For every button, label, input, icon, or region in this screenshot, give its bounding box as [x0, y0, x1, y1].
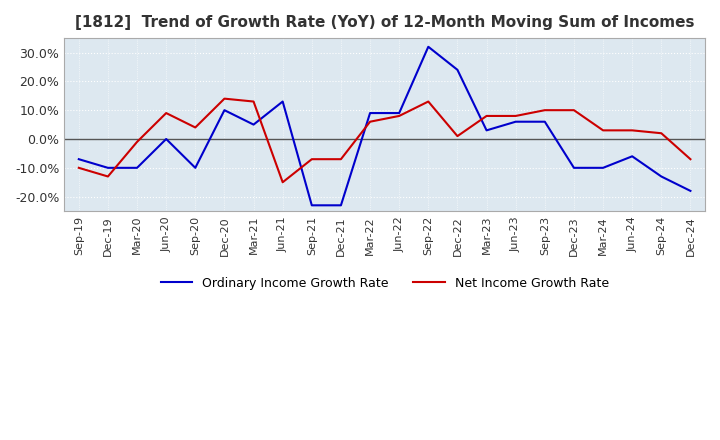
Ordinary Income Growth Rate: [337, 203, 346, 208]
Net Income Growth Rate: [191, 125, 199, 130]
Ordinary Income Growth Rate: [628, 154, 636, 159]
Net Income Growth Rate: [453, 133, 462, 139]
Net Income Growth Rate: [74, 165, 83, 170]
Ordinary Income Growth Rate: [191, 165, 199, 170]
Ordinary Income Growth Rate: [599, 165, 608, 170]
Net Income Growth Rate: [657, 131, 665, 136]
Line: Net Income Growth Rate: Net Income Growth Rate: [78, 99, 690, 182]
Net Income Growth Rate: [132, 139, 141, 144]
Ordinary Income Growth Rate: [541, 119, 549, 125]
Net Income Growth Rate: [366, 119, 374, 125]
Ordinary Income Growth Rate: [279, 99, 287, 104]
Ordinary Income Growth Rate: [104, 165, 112, 170]
Net Income Growth Rate: [279, 180, 287, 185]
Net Income Growth Rate: [162, 110, 171, 116]
Ordinary Income Growth Rate: [570, 165, 578, 170]
Ordinary Income Growth Rate: [395, 110, 403, 116]
Net Income Growth Rate: [570, 107, 578, 113]
Net Income Growth Rate: [599, 128, 608, 133]
Ordinary Income Growth Rate: [686, 188, 695, 194]
Net Income Growth Rate: [395, 114, 403, 119]
Legend: Ordinary Income Growth Rate, Net Income Growth Rate: Ordinary Income Growth Rate, Net Income …: [156, 272, 613, 295]
Ordinary Income Growth Rate: [511, 119, 520, 125]
Ordinary Income Growth Rate: [132, 165, 141, 170]
Title: [1812]  Trend of Growth Rate (YoY) of 12-Month Moving Sum of Incomes: [1812] Trend of Growth Rate (YoY) of 12-…: [75, 15, 694, 30]
Ordinary Income Growth Rate: [162, 136, 171, 142]
Net Income Growth Rate: [424, 99, 433, 104]
Net Income Growth Rate: [686, 157, 695, 162]
Net Income Growth Rate: [482, 114, 491, 119]
Ordinary Income Growth Rate: [220, 107, 229, 113]
Net Income Growth Rate: [541, 107, 549, 113]
Net Income Growth Rate: [307, 157, 316, 162]
Ordinary Income Growth Rate: [307, 203, 316, 208]
Ordinary Income Growth Rate: [366, 110, 374, 116]
Line: Ordinary Income Growth Rate: Ordinary Income Growth Rate: [78, 47, 690, 205]
Net Income Growth Rate: [104, 174, 112, 179]
Net Income Growth Rate: [628, 128, 636, 133]
Net Income Growth Rate: [249, 99, 258, 104]
Net Income Growth Rate: [220, 96, 229, 101]
Ordinary Income Growth Rate: [249, 122, 258, 127]
Ordinary Income Growth Rate: [74, 157, 83, 162]
Ordinary Income Growth Rate: [657, 174, 665, 179]
Net Income Growth Rate: [511, 114, 520, 119]
Ordinary Income Growth Rate: [424, 44, 433, 49]
Ordinary Income Growth Rate: [482, 128, 491, 133]
Net Income Growth Rate: [337, 157, 346, 162]
Ordinary Income Growth Rate: [453, 67, 462, 73]
